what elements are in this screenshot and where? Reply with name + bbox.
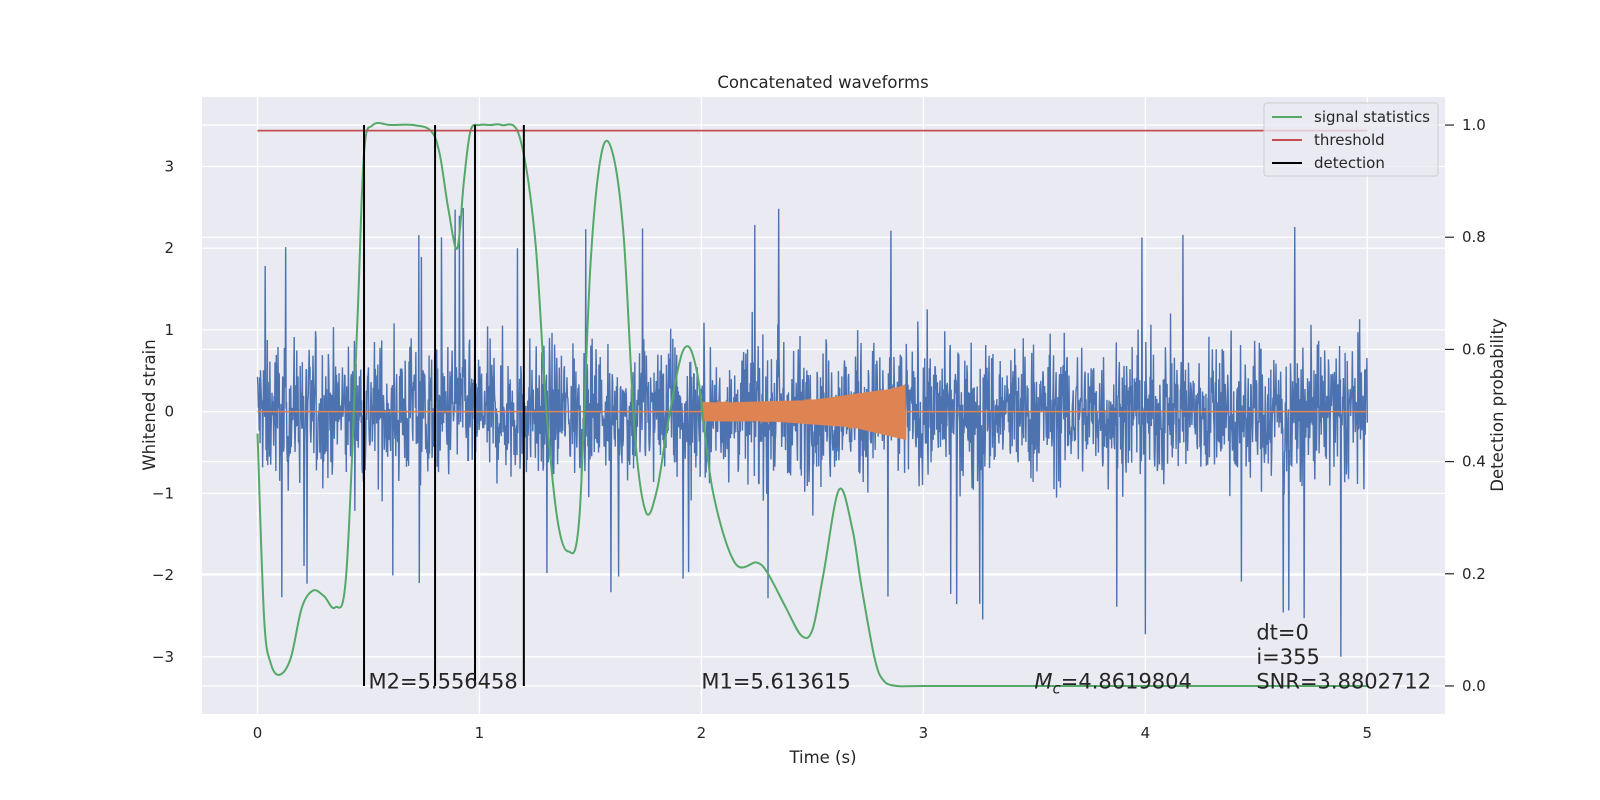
y2-axis-label: Detection probability (1488, 318, 1507, 492)
y-tick-label: 2 (164, 239, 174, 257)
legend-label: detection (1314, 154, 1385, 172)
x-tick-label: 0 (253, 724, 263, 742)
y-tick-label: 1 (164, 321, 174, 339)
y2-tick-label: 0.6 (1462, 340, 1486, 358)
x-tick-label: 4 (1141, 724, 1151, 742)
y-axis-label: Whitened strain (140, 339, 159, 470)
annotation-label: M2=5.556458 (368, 669, 517, 693)
x-tick-label: 1 (475, 724, 485, 742)
data-series (256, 121, 1369, 688)
y2-tick-label: 1.0 (1462, 116, 1486, 134)
legend: signal statistics threshold detection (1263, 102, 1439, 177)
annotation-label: SNR=3.8802712 (1256, 669, 1431, 693)
axis-ticks: 0 1 2 3 4 5 −3 −2 −1 0 1 2 3 0.0 0.2 0.4 0.6 0.8 1.0 (152, 116, 1486, 742)
y2-tick-label: 0.2 (1462, 565, 1486, 583)
chart-title: Concatenated waveforms (717, 73, 928, 92)
statistics-series-line (256, 121, 1368, 688)
injected-signal-line (257, 384, 1368, 440)
y-tick-label: −2 (152, 566, 174, 584)
annotation-label: dt=0 (1256, 620, 1309, 644)
annotation-label: i=355 (1256, 645, 1320, 669)
legend-label: signal statistics (1314, 108, 1430, 126)
y2-tick-label: 0.0 (1462, 677, 1486, 695)
annotation-label: M1=5.613615 (701, 669, 850, 693)
y-tick-label: 3 (164, 157, 174, 175)
y2-tick-label: 0.8 (1462, 228, 1486, 246)
y2-tick-label: 0.4 (1462, 453, 1486, 471)
x-tick-label: 5 (1363, 724, 1373, 742)
legend-box (1263, 102, 1439, 177)
chirp-mass-label: Mc=4.8619804 (1034, 669, 1192, 697)
legend-label: threshold (1314, 131, 1385, 149)
y-tick-label: −1 (152, 484, 174, 502)
x-axis-label: Time (s) (788, 748, 856, 767)
x-tick-label: 2 (697, 724, 707, 742)
y-tick-label: −3 (152, 648, 174, 666)
annotations: M2=5.556458 M1=5.613615 Mc=4.8619804 dt=0i=… (368, 620, 1431, 697)
x-tick-label: 3 (919, 724, 929, 742)
y-tick-label: 0 (164, 403, 174, 421)
